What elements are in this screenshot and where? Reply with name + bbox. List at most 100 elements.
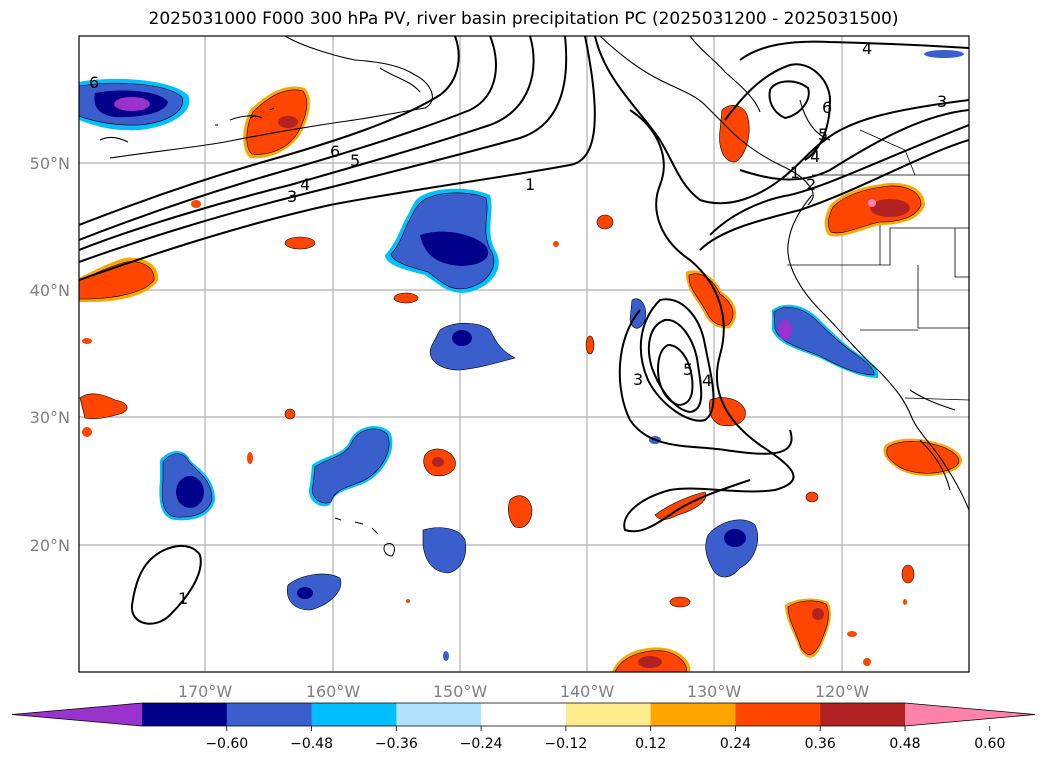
lat-label: 30°N — [30, 408, 70, 427]
pv-contour — [130, 544, 202, 625]
pv-contour — [739, 109, 969, 181]
colorbar-tick-label: 0.60 — [974, 736, 1005, 752]
pv-contour — [79, 36, 568, 263]
pv-contour-label: 4 — [862, 39, 872, 58]
pc-blob — [805, 491, 819, 503]
lat-label: 50°N — [30, 154, 70, 173]
pc-blob — [176, 476, 204, 508]
pc-blob — [278, 116, 298, 128]
pv-contour-label: 4 — [702, 371, 712, 390]
pv-contour — [79, 36, 596, 281]
negative-pc-areas — [79, 50, 964, 661]
pv-contour — [699, 139, 969, 251]
pc-blob — [420, 231, 489, 266]
pc-blob — [443, 651, 449, 661]
pc-blob — [812, 608, 824, 620]
country-borders — [787, 129, 969, 401]
pc-blob — [773, 307, 875, 376]
lon-label: 140°W — [560, 682, 615, 701]
pv-contour — [639, 298, 715, 422]
lon-label: 150°W — [433, 682, 488, 701]
pc-blob — [596, 214, 614, 230]
pc-blob — [452, 330, 472, 346]
islands — [215, 107, 395, 557]
colorbar-tick-label: −0.60 — [205, 736, 248, 752]
colorbar-segment — [311, 703, 397, 726]
pv-contour-label: 6 — [822, 98, 832, 117]
pc-blob — [82, 427, 92, 437]
pc-blob — [82, 338, 92, 344]
colorbar-segment — [226, 703, 313, 726]
pv-contour — [647, 318, 703, 414]
colorbar-segment — [142, 703, 228, 726]
pv-contour — [79, 36, 460, 226]
pc-blob — [114, 97, 150, 111]
pv-contour-label: 5 — [350, 151, 360, 170]
pv-contour-label: 1 — [790, 163, 800, 182]
pc-blob — [311, 428, 390, 504]
colorbar-tick-label: −0.24 — [460, 736, 503, 752]
pv-contour-label: 2 — [806, 175, 816, 194]
colorbar-segment — [650, 703, 736, 726]
pc-blob — [863, 658, 871, 666]
colorbar-extend-high — [905, 703, 1035, 726]
colorbar-segment — [735, 703, 821, 726]
pv-contour-label: 5 — [818, 125, 828, 144]
lat-label: 40°N — [30, 281, 70, 300]
colorbar-tick-label: −0.36 — [375, 736, 418, 752]
colorbar-extend-low — [12, 703, 142, 726]
pc-blob — [924, 50, 964, 58]
pv-contour — [623, 109, 795, 533]
colorbar-tick-label: −0.12 — [544, 736, 587, 752]
longitude-labels: 170°W 160°W 150°W 140°W 130°W 120°W — [178, 682, 870, 701]
colorbar-tick-label: 0.36 — [805, 736, 836, 752]
pv-contour — [739, 40, 969, 61]
pc-blob — [393, 292, 419, 304]
lon-label: 120°W — [815, 682, 870, 701]
pv-contour-label: 4 — [810, 147, 820, 166]
pv-contour — [618, 309, 793, 455]
coastlines — [99, 36, 969, 511]
pc-blob — [406, 599, 410, 603]
lat-label: 20°N — [30, 536, 70, 555]
pv-contour-label: 3 — [937, 92, 947, 111]
pc-blob — [868, 199, 876, 207]
colorbar-segment — [820, 703, 906, 726]
pc-blob — [430, 322, 516, 371]
pv-contour — [709, 124, 969, 236]
pc-blob — [901, 564, 915, 584]
pc-blob — [247, 452, 253, 464]
pc-blob — [724, 529, 746, 547]
pc-blob — [669, 596, 691, 608]
pv-contour — [724, 63, 832, 161]
pv-contour-labels: 6 5 4 3 1 1 3 5 4 5 6 4 3 4 1 2 6 — [89, 39, 947, 608]
pc-blob — [508, 495, 533, 528]
positive-pc-areas — [79, 86, 963, 672]
map-title: 2025031000 F000 300 hPa PV, river basin … — [148, 9, 899, 29]
colorbar-tick-label: 0.24 — [720, 736, 751, 752]
pc-blob — [432, 457, 444, 467]
pc-blob — [553, 241, 559, 247]
colorbar: −0.60 −0.48 −0.36 −0.24 −0.12 0.12 0.24 0.36 0.4… — [11, 702, 1036, 752]
pc-blob — [903, 599, 907, 605]
pc-blob — [79, 393, 128, 420]
pc-blob — [297, 587, 313, 599]
pc-blob — [585, 335, 595, 355]
pv-contour — [594, 36, 969, 205]
map-frame — [78, 35, 970, 673]
pc-blob — [886, 441, 960, 474]
pc-blob — [246, 89, 308, 155]
latitude-labels: 50°N 40°N 30°N 20°N — [30, 154, 70, 555]
colorbar-segment — [396, 703, 482, 726]
pv-contour-label: 5 — [683, 360, 693, 379]
pv-contour-label: 3 — [633, 370, 643, 389]
pc-blob — [778, 320, 792, 340]
lon-label: 160°W — [306, 682, 361, 701]
pv-contour — [79, 36, 497, 241]
pv-contour-label: 1 — [525, 175, 535, 194]
pc-blob — [422, 527, 467, 574]
pv-contour-label: 1 — [178, 589, 188, 608]
pv-contour-label: 3 — [287, 187, 297, 206]
pc-blob — [847, 631, 857, 637]
